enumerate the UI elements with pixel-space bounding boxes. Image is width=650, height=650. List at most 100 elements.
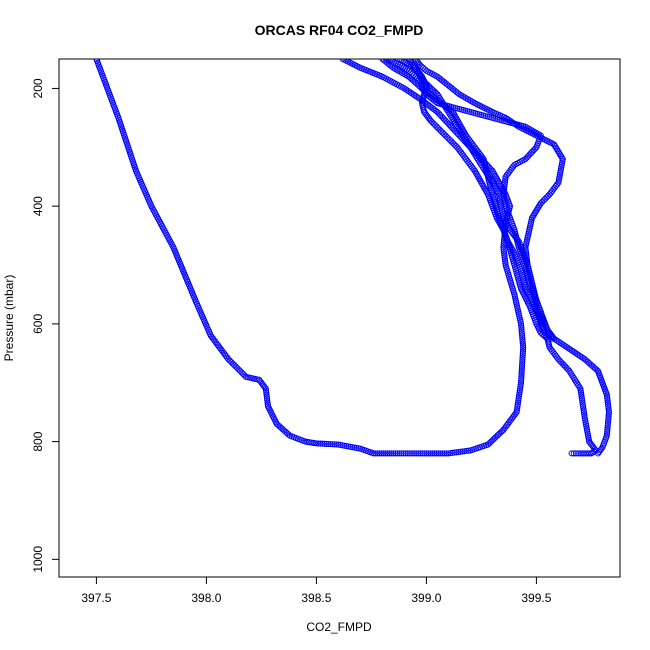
data-point: [518, 326, 525, 333]
x-tick-label: 399.0: [411, 591, 441, 605]
data-point: [313, 440, 320, 447]
data-point: [264, 397, 271, 404]
data-point: [518, 367, 525, 375]
data-point: [445, 450, 452, 457]
data-point: [502, 261, 509, 269]
data-point: [518, 371, 525, 378]
data-point: [461, 448, 468, 455]
data-point: [392, 450, 399, 457]
data-point: [396, 59, 404, 63]
data-point: [400, 59, 407, 65]
data-point: [237, 367, 244, 375]
data-point: [417, 450, 424, 457]
data-point: [500, 246, 507, 253]
data-point: [264, 401, 271, 408]
data-point: [241, 372, 248, 379]
data-point: [436, 126, 443, 133]
data-point: [519, 336, 526, 343]
data-point: [543, 194, 550, 201]
data-point: [518, 369, 525, 376]
data-point: [449, 139, 456, 146]
data-point: [385, 59, 392, 63]
data-point: [449, 449, 456, 456]
data-point: [605, 416, 612, 424]
data-point: [575, 450, 582, 457]
data-point: [384, 450, 391, 457]
data-point: [603, 432, 610, 439]
data-point: [572, 450, 580, 457]
data-point: [604, 424, 611, 431]
data-point: [547, 346, 554, 353]
data-point: [419, 450, 426, 457]
data-point: [374, 450, 381, 457]
data-point: [455, 448, 462, 456]
data-point: [500, 189, 507, 196]
data-point: [457, 448, 464, 455]
data-point: [501, 252, 508, 259]
data-point: [605, 415, 612, 422]
data-point: [501, 181, 508, 188]
data-point: [421, 450, 428, 457]
data-point: [502, 258, 509, 265]
data-point: [554, 181, 561, 188]
data-point: [238, 369, 245, 376]
data-point: [605, 407, 612, 414]
data-point: [390, 450, 397, 457]
y-tick-label: 600: [31, 314, 45, 334]
data-point: [441, 450, 448, 457]
data-point: [604, 401, 612, 408]
data-point: [439, 129, 446, 136]
data-point: [604, 422, 611, 429]
data-point: [501, 185, 508, 192]
data-point: [413, 59, 420, 64]
data-point: [459, 448, 466, 455]
data-point: [501, 254, 508, 261]
data-point: [382, 450, 389, 457]
data-point: [518, 375, 525, 382]
data-point: [412, 59, 419, 63]
data-point: [331, 441, 338, 448]
y-tick-label: 200: [31, 78, 45, 98]
data-point: [263, 391, 270, 398]
data-point: [451, 141, 458, 148]
data-point: [383, 59, 390, 63]
data-point: [404, 450, 411, 457]
y-tick-label: 800: [31, 431, 45, 451]
data-point: [235, 366, 242, 373]
data-point: [370, 450, 377, 457]
data-point: [604, 399, 611, 406]
x-tick-label: 397.5: [81, 591, 111, 605]
data-point: [501, 256, 508, 263]
data-point: [604, 397, 611, 404]
data-point: [228, 359, 235, 366]
data-point: [524, 260, 531, 267]
data-point: [443, 450, 450, 457]
data-point: [518, 373, 525, 380]
x-axis: 397.5 398.0 398.5 399.0 399.5: [81, 577, 552, 605]
x-axis-label: CO2_FMPD: [306, 620, 372, 634]
data-point: [451, 449, 458, 456]
data-point: [448, 138, 455, 145]
data-point: [517, 379, 525, 386]
data-point: [263, 393, 270, 400]
data-point: [605, 411, 612, 418]
y-axis: 200 400 600 800 1000: [31, 78, 59, 573]
data-point: [604, 428, 611, 435]
data-point: [261, 384, 268, 391]
data-point: [605, 418, 612, 426]
data-point: [423, 450, 430, 457]
data-point: [519, 348, 527, 355]
data-point: [519, 340, 526, 347]
data-point: [518, 328, 525, 335]
data-point: [519, 334, 526, 341]
data-point: [229, 360, 236, 367]
data-point: [234, 364, 241, 372]
data-point: [603, 430, 611, 437]
data-point: [372, 450, 379, 457]
x-tick-label: 398.0: [191, 591, 221, 605]
data-point: [427, 450, 434, 457]
data-point: [603, 393, 611, 400]
data-point: [263, 395, 271, 402]
data-point: [440, 130, 448, 138]
